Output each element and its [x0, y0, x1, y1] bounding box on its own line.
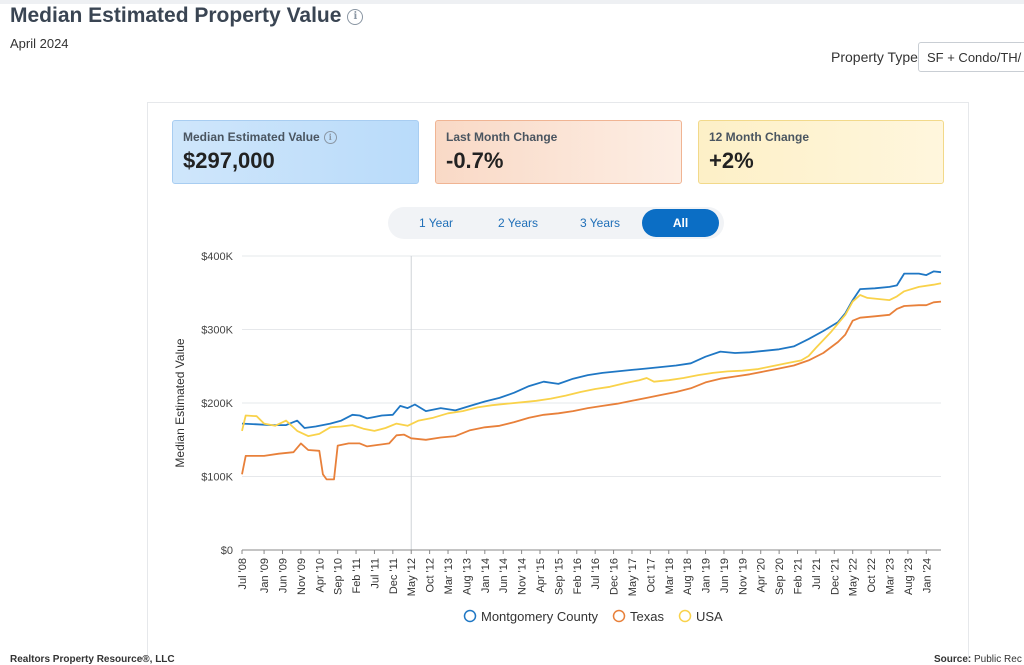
- footer-source: Source: Public Rec: [934, 654, 1022, 665]
- x-tick-label: Aug '23: [903, 558, 915, 595]
- chart-gridlines: [242, 255, 941, 551]
- y-axis-label: Median Estimated Value: [173, 338, 187, 468]
- x-tick-label: Oct '17: [645, 558, 657, 593]
- x-tick-label: Jan '14: [480, 558, 492, 593]
- legend-marker: [678, 609, 692, 623]
- time-range-tabs: 1 Year 2 Years 3 Years All: [388, 207, 724, 239]
- x-tick-label: Sep '15: [553, 558, 565, 595]
- property-type-select[interactable]: SF + Condo/TH/: [918, 42, 1024, 72]
- median-value-label: Median Estimated Value i: [183, 130, 408, 144]
- x-tick-label: Sep '10: [333, 558, 345, 595]
- chart-panel: [147, 102, 969, 662]
- x-tick-label: Jul '21: [811, 558, 823, 589]
- median-value: $297,000: [183, 148, 275, 173]
- legend-label: Montgomery County: [481, 609, 599, 624]
- x-tick-label: Jul '16: [590, 558, 602, 589]
- x-tick-label: Oct '22: [866, 558, 878, 593]
- legend-item-montgomery[interactable]: Montgomery County: [463, 609, 599, 624]
- x-tick-label: Jun '09: [277, 558, 289, 593]
- legend-marker: [612, 609, 626, 623]
- legend-label: USA: [696, 609, 723, 624]
- x-tick-label: Jul '11: [369, 558, 381, 589]
- series-line-montgomery: [241, 270, 942, 429]
- x-tick-label: Feb '16: [572, 558, 584, 594]
- median-value-info-icon[interactable]: i: [323, 131, 337, 144]
- chart-legend: Montgomery County Texas USA: [463, 609, 724, 624]
- tab-2-years[interactable]: 2 Years: [497, 216, 539, 230]
- x-tick-label: Apr '15: [535, 558, 547, 593]
- x-tick-label: Jan '24: [921, 558, 933, 593]
- last-month-change-label: Last Month Change: [446, 130, 558, 144]
- page-title: Median Estimated Property Value i: [10, 4, 364, 28]
- page-title-text: Median Estimated Property Value: [10, 4, 342, 27]
- x-tick-label: Mar '18: [664, 558, 676, 594]
- legend-marker: [463, 609, 477, 623]
- last-month-change-value: -0.7%: [446, 148, 504, 173]
- x-tick-label: May '12: [406, 558, 418, 596]
- x-axis: Jul '08 Jan '09 Jun '09 Nov '09 Apr '10 Sep '…: [237, 549, 941, 596]
- footer-source-label: Source:: [934, 654, 972, 665]
- last-month-change-card: Last Month Change -0.7%: [435, 120, 682, 184]
- x-tick-label: Jun '14: [498, 558, 510, 593]
- report-date: April 2024: [10, 36, 69, 51]
- x-tick-label: Dec '11: [388, 558, 400, 594]
- footer-source-value: Public Rec: [974, 654, 1022, 665]
- twelve-month-change-value: +2%: [709, 148, 754, 173]
- x-tick-label: Nov '09: [296, 558, 308, 595]
- x-tick-label: Apr '10: [314, 558, 326, 593]
- x-tick-label: Mar '13: [443, 558, 455, 594]
- y-tick-label: $400K: [201, 251, 233, 263]
- x-tick-label: Aug '18: [682, 558, 694, 595]
- x-tick-label: Apr '20: [756, 558, 768, 593]
- median-value-card: Median Estimated Value i $297,000: [172, 120, 419, 184]
- x-tick-label: Jun '19: [719, 558, 731, 593]
- x-tick-label: Jan '09: [259, 558, 271, 593]
- x-tick-label: Dec '16: [609, 558, 621, 595]
- x-tick-label: Feb '11: [351, 558, 363, 594]
- series-line-usa: [241, 282, 942, 437]
- x-tick-label: Nov '19: [737, 558, 749, 595]
- y-tick-label: $300K: [201, 325, 233, 337]
- tab-3-years[interactable]: 3 Years: [579, 216, 621, 230]
- legend-item-usa[interactable]: USA: [678, 609, 724, 624]
- footer-credit: Realtors Property Resource®, LLC: [10, 654, 175, 665]
- series-line-texas: [241, 300, 942, 481]
- y-tick-label: $100K: [201, 472, 233, 484]
- median-value-label-text: Median Estimated Value: [183, 130, 320, 144]
- x-tick-label: Dec '21: [829, 558, 841, 595]
- y-tick-label: $200K: [201, 398, 233, 410]
- x-tick-label: Nov '14: [517, 558, 529, 595]
- twelve-month-change-card: 12 Month Change +2%: [698, 120, 944, 184]
- y-tick-label: $0: [221, 545, 233, 557]
- x-tick-label: Feb '21: [793, 558, 805, 594]
- property-type-label: Property Type: [831, 49, 918, 65]
- chart-series: [241, 270, 942, 481]
- x-tick-label: Sep '20: [774, 558, 786, 595]
- x-tick-label: May '17: [627, 558, 639, 596]
- x-tick-label: Oct '12: [425, 558, 437, 593]
- info-icon[interactable]: i: [347, 9, 364, 25]
- legend-item-texas[interactable]: Texas: [612, 609, 665, 624]
- tab-all[interactable]: All: [642, 209, 719, 237]
- x-tick-label: Jan '19: [701, 558, 713, 593]
- x-tick-label: Jul '08: [237, 558, 249, 589]
- y-axis: $0 $100K $200K $300K $400K: [201, 251, 233, 557]
- top-bar: [0, 0, 1024, 4]
- tab-1-year[interactable]: 1 Year: [418, 216, 454, 230]
- x-tick-label: May '22: [848, 558, 860, 596]
- x-tick-label: Mar '23: [884, 558, 896, 594]
- legend-label: Texas: [630, 609, 664, 624]
- twelve-month-change-label: 12 Month Change: [709, 130, 810, 144]
- x-tick-label: Aug '13: [461, 558, 473, 595]
